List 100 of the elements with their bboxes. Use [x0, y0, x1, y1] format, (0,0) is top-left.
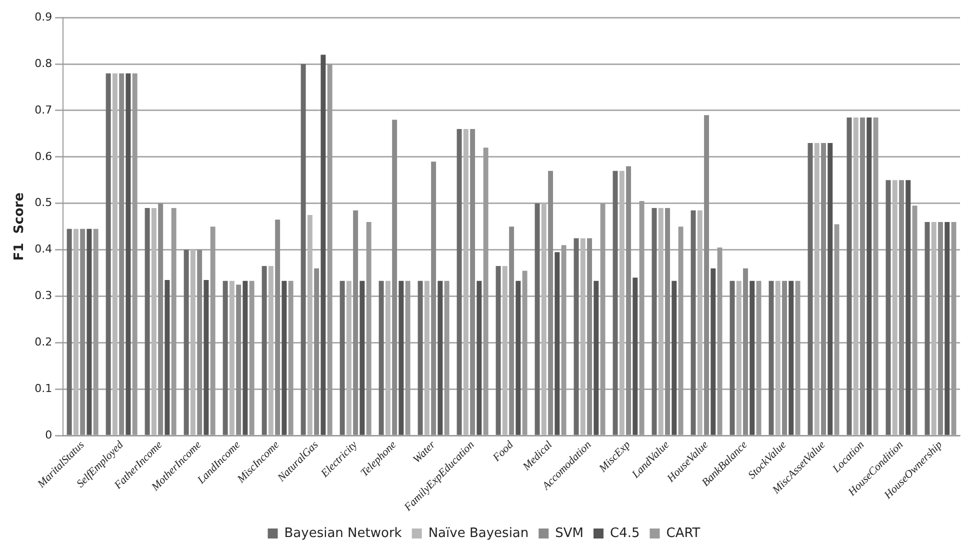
bar — [828, 142, 833, 435]
bar — [710, 268, 716, 435]
bar — [886, 180, 891, 435]
bar — [112, 73, 118, 435]
bar — [665, 208, 670, 435]
y-tick-label: 0 — [45, 428, 52, 442]
bar — [86, 228, 92, 435]
bar — [580, 238, 586, 435]
bar — [463, 129, 468, 435]
legend-label: Naïve Bayesian — [428, 526, 529, 541]
bar — [814, 142, 820, 435]
bar — [197, 250, 202, 435]
y-tick-label: 0.2 — [34, 336, 52, 349]
bar — [658, 208, 664, 435]
bar — [892, 180, 898, 435]
bar — [385, 280, 390, 435]
bar — [119, 73, 124, 435]
bar — [418, 280, 423, 435]
bar — [222, 280, 228, 435]
bar — [229, 280, 234, 435]
bar — [626, 166, 632, 435]
bar — [534, 203, 540, 435]
bar — [275, 220, 280, 435]
bar — [353, 210, 358, 435]
bar — [438, 280, 443, 435]
bar — [80, 228, 86, 435]
bar — [931, 222, 936, 435]
bar — [314, 268, 320, 435]
bar — [392, 120, 398, 435]
bar — [548, 170, 554, 435]
bar — [782, 280, 788, 435]
bar — [106, 73, 111, 435]
bar — [398, 280, 404, 435]
bar — [502, 266, 508, 435]
bar — [554, 252, 560, 435]
bar — [619, 170, 624, 435]
y-tick-label: 0.8 — [34, 56, 52, 70]
bar — [860, 117, 865, 435]
y-tick-label: 0.3 — [34, 289, 52, 302]
bar — [652, 208, 657, 435]
bar — [704, 115, 710, 435]
bar — [242, 280, 248, 435]
legend-label: Bayesian Network — [284, 526, 402, 541]
bar — [73, 228, 78, 435]
bar — [204, 280, 209, 435]
bar — [340, 280, 345, 435]
bar — [378, 280, 384, 435]
bar — [938, 222, 943, 435]
y-tick-label: 0.7 — [34, 103, 52, 116]
bar — [743, 268, 748, 435]
bar — [775, 280, 780, 435]
bar — [320, 54, 326, 435]
legend-label: C4.5 — [610, 526, 640, 541]
bar — [906, 180, 911, 435]
bar — [262, 266, 267, 435]
bar — [587, 238, 592, 435]
bar — [541, 203, 546, 435]
bar — [672, 280, 677, 435]
bar — [924, 222, 930, 435]
bar — [846, 117, 852, 435]
bar — [768, 280, 774, 435]
bar — [821, 142, 826, 435]
bar — [750, 280, 755, 435]
bar — [594, 280, 599, 435]
bar — [476, 280, 482, 435]
bar — [164, 280, 170, 435]
bar — [282, 280, 287, 435]
bar — [866, 117, 872, 435]
bar — [151, 208, 156, 435]
y-tick-label: 0.6 — [34, 150, 52, 163]
bar — [574, 238, 579, 435]
bar — [612, 170, 618, 435]
bar — [66, 228, 72, 435]
bar — [690, 210, 696, 435]
bar — [268, 266, 274, 435]
bar — [424, 280, 430, 435]
bar — [736, 280, 742, 435]
legend-label: SVM — [555, 526, 584, 541]
bar — [730, 280, 735, 435]
bar — [346, 280, 352, 435]
y-tick-label: 0.9 — [34, 10, 52, 24]
bar — [470, 129, 476, 435]
bar — [456, 129, 462, 435]
bar — [899, 180, 904, 435]
bar — [307, 214, 312, 435]
bar — [158, 203, 164, 435]
y-tick-label: 0.1 — [34, 382, 52, 395]
y-axis-title: F1 Score — [12, 192, 28, 261]
bar — [184, 250, 189, 435]
bar — [788, 280, 794, 435]
bar — [496, 266, 501, 435]
bar — [431, 162, 436, 435]
bar — [144, 208, 150, 435]
bar — [632, 278, 638, 435]
bar — [236, 284, 242, 435]
bar — [808, 142, 813, 435]
bar — [853, 117, 858, 435]
bar — [697, 210, 702, 435]
y-tick-label: 0.4 — [34, 242, 52, 256]
y-tick-label: 0.5 — [34, 196, 52, 210]
